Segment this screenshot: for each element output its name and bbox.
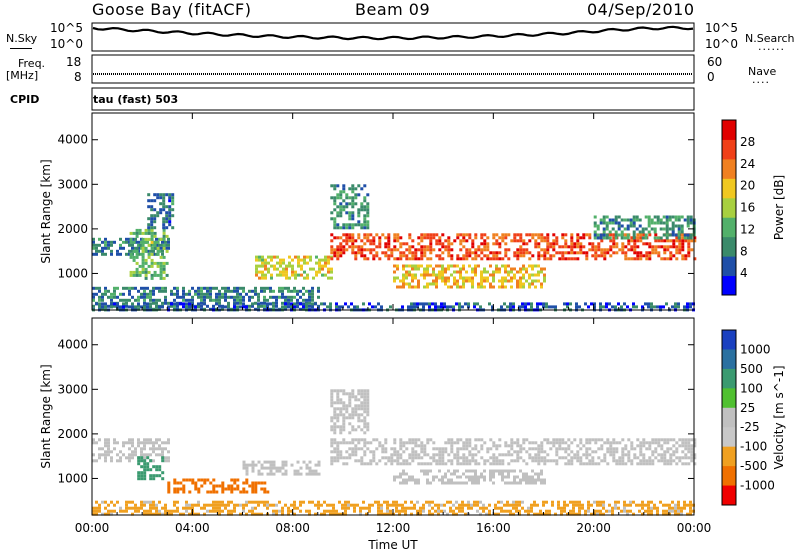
velocity-region-7 — [92, 500, 695, 516]
velocity-region-6 — [393, 469, 546, 485]
velocity-colorbar-tick: 1000 — [740, 342, 771, 356]
noise-left-tick-top: 10^5 — [50, 21, 83, 35]
freq-unit: [MHz] — [6, 69, 39, 82]
ytick-label: 3000 — [57, 382, 88, 396]
velocity-region-3 — [242, 460, 321, 476]
xtick-label: 16:00 — [476, 521, 511, 535]
noise-sky-series — [92, 25, 694, 41]
noise-right-tick-bottom: 10^0 — [705, 37, 738, 51]
velocity-region-2 — [167, 478, 270, 494]
velocity-colorbar-swatch — [722, 466, 736, 487]
nave-tick-top: 60 — [707, 55, 722, 69]
ytick-label: 1000 — [57, 266, 88, 280]
nsky-legend-line — [10, 48, 32, 49]
velocity-heatmap — [92, 389, 697, 516]
noise-strip-frame — [91, 22, 695, 52]
noise-right-tick-top: 10^5 — [705, 21, 738, 35]
nave-dots: .... — [752, 73, 770, 86]
velocity-colorbar-tick: 25 — [740, 401, 755, 415]
velocity-colorbar-tick: -100 — [740, 440, 767, 454]
power-colorbar-tick: 12 — [740, 222, 755, 236]
power-colorbar-swatch — [722, 256, 736, 277]
power-colorbar-swatch — [722, 197, 736, 218]
power-colorbar-label: Power [dB] — [772, 175, 786, 240]
ytick-label: 4000 — [57, 338, 88, 352]
power-heatmap — [92, 184, 697, 312]
power-region-1 — [129, 228, 169, 280]
velocity-colorbar-frame — [721, 329, 737, 506]
power-region-7 — [393, 264, 546, 289]
velocity-colorbar-tick: -25 — [740, 420, 760, 434]
power-colorbar-tick: 24 — [740, 157, 755, 171]
ylabel: Slant Range [km] — [39, 364, 53, 468]
velocity-region-1 — [137, 456, 165, 481]
noise-left-tick-bottom: 10^0 — [50, 37, 83, 51]
ylabel: Slant Range [km] — [39, 159, 53, 263]
xtick-label: 20:00 — [576, 521, 611, 535]
power-region-8 — [593, 215, 696, 240]
power-colorbar-tick: 4 — [740, 266, 748, 280]
power-colorbar-swatch — [722, 120, 736, 140]
power-colorbar-frame — [721, 119, 737, 296]
power-colorbar-swatch — [722, 158, 736, 179]
velocity-region-4 — [330, 438, 697, 466]
ytick-label: 2000 — [57, 427, 88, 441]
cpid-label: CPID — [10, 93, 40, 106]
velocity-colorbar-tick: 500 — [740, 362, 763, 376]
nsearch-dots: ...... — [758, 40, 785, 53]
velocity-colorbar-swatch — [722, 485, 736, 506]
freq-strip-frame — [91, 54, 695, 84]
power-colorbar-tick: 8 — [740, 244, 748, 258]
power-region-4 — [255, 255, 333, 280]
xtick-label: 08:00 — [275, 521, 310, 535]
power-colorbar-swatch — [722, 178, 736, 199]
date-title: 04/Sep/2010 — [587, 0, 695, 19]
power-colorbar-tick: 16 — [740, 201, 755, 215]
cpid-frame — [91, 87, 695, 111]
velocity-colorbar-swatch — [722, 368, 736, 389]
power-colorbar-tick: 20 — [740, 179, 755, 193]
xlabel: Time UT — [367, 538, 418, 552]
ytick-label: 1000 — [57, 471, 88, 485]
velocity-colorbar-tick: 100 — [740, 381, 763, 395]
beam-title: Beam 09 — [355, 0, 431, 19]
cpid-value: tau (fast) 503 — [93, 93, 179, 106]
ytick-label: 4000 — [57, 133, 88, 147]
velocity-colorbar-swatch — [722, 388, 736, 409]
freq-tick-bottom: 8 — [74, 70, 82, 84]
nsearch-label: N.Search — [745, 32, 795, 45]
velocity-colorbar-tick: -500 — [740, 459, 767, 473]
nave-label: Nave — [748, 65, 777, 78]
freq-label: Freq. — [18, 57, 46, 70]
velocity-colorbar-swatch — [722, 349, 736, 370]
station-title: Goose Bay (fitACF) — [92, 0, 252, 19]
velocity-colorbar-swatch — [722, 330, 736, 350]
power-region-2 — [147, 193, 175, 230]
power-colorbar-swatch — [722, 275, 736, 296]
velocity-colorbar-label: Velocity [m s^-1] — [772, 365, 786, 469]
ytick-label: 3000 — [57, 177, 88, 191]
velocity-colorbar-swatch — [722, 407, 736, 428]
power-colorbar-tick: 28 — [740, 135, 755, 149]
power-colorbar-swatch — [722, 139, 736, 160]
velocity-colorbar-tick: -1000 — [740, 479, 775, 493]
velocity-region-5 — [330, 389, 370, 435]
power-region-5 — [330, 233, 697, 261]
xtick-label: 12:00 — [376, 521, 411, 535]
freq-tick-top: 18 — [66, 55, 81, 69]
ytick-label: 2000 — [57, 222, 88, 236]
nave-tick-bottom: 0 — [707, 70, 715, 84]
power-colorbar-swatch — [722, 236, 736, 257]
velocity-colorbar-swatch — [722, 427, 736, 448]
xtick-label: 04:00 — [175, 521, 210, 535]
nsky-label: N.Sky — [6, 32, 38, 45]
power-region-6 — [330, 184, 370, 230]
power-colorbar-swatch — [722, 217, 736, 238]
xtick-label: 00:00 — [677, 521, 712, 535]
velocity-colorbar-swatch — [722, 446, 736, 467]
xtick-label: 00:00 — [75, 521, 110, 535]
